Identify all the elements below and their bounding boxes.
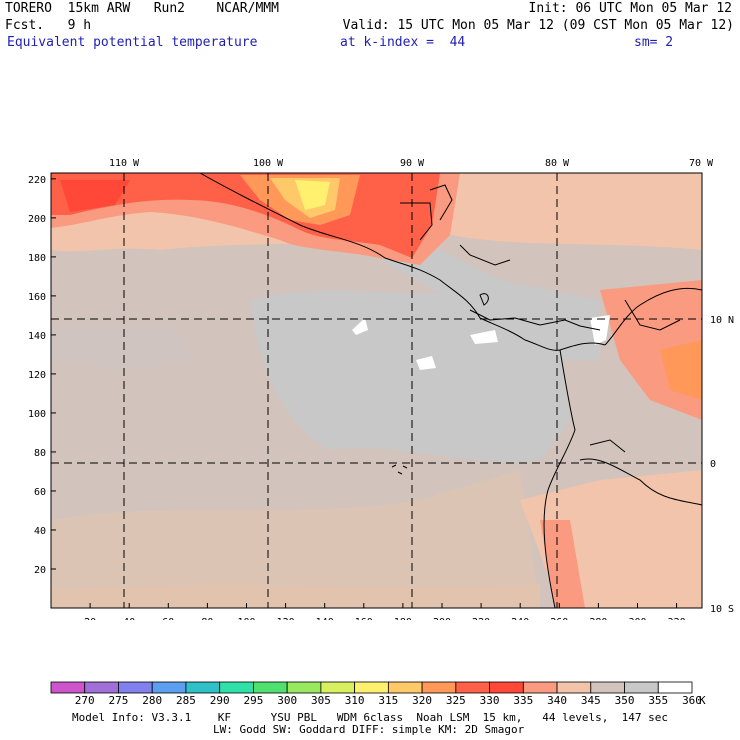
y-tick-label: 140 [28, 331, 46, 342]
colorbar-swatch [286, 681, 322, 694]
colorbar: 270 275 280 285 290 295 300 305 310 315 320 325 330 3… [50, 681, 706, 707]
colorbar-label: 340 [547, 694, 567, 707]
field-name: Equivalent potential temperature [7, 35, 258, 50]
colorbar-label: 310 [345, 694, 365, 707]
colorbar-swatch [219, 681, 254, 694]
field-shading [51, 173, 702, 608]
model-title: TORERO 15km ARW Run2 NCAR/MMM [5, 1, 279, 16]
y-tick-label: 60 [34, 487, 46, 498]
colorbar-label: 325 [446, 694, 466, 707]
colorbar-label: 330 [480, 694, 500, 707]
lon-label: 70 W [689, 158, 714, 169]
level-index: at k-index = 44 [340, 35, 466, 50]
lon-label: 80 W [545, 158, 570, 169]
x-grid-ticks: 20 40 60 80 100 120 140 160 180 200 220 240 260 280 30… [84, 603, 686, 620]
colorbar-unit: K [699, 694, 706, 707]
colorbar-swatch [320, 681, 356, 694]
colorbar-label: 355 [648, 694, 668, 707]
physics-info: LW: Godd SW: Goddard DIFF: simple KM: 2D… [213, 723, 525, 736]
lon-labels: 110 W 100 W 90 W 80 W 70 W [109, 158, 714, 169]
colorbar-swatch [151, 681, 187, 694]
forecast-hour: Fcst. 9 h [5, 18, 92, 33]
x-tick-label: 20 [84, 617, 96, 620]
y-tick-label: 20 [34, 565, 46, 576]
colorbar-label: 280 [142, 694, 162, 707]
colorbar-swatch [522, 681, 558, 694]
colorbar-swatch [253, 681, 288, 694]
colorbar-swatch [354, 681, 389, 694]
y-tick-label: 80 [34, 448, 46, 459]
plot-frame [50, 172, 703, 609]
model-info: Model Info: V3.3.1 KF YSU PBL WDM 6class… [72, 711, 669, 724]
colorbar-label: 320 [412, 694, 432, 707]
valid-time: Valid: 15 UTC Mon 05 Mar 12 (09 CST Mon … [342, 18, 734, 33]
colorbar-swatch [590, 681, 625, 694]
colorbar-label: 290 [210, 694, 230, 707]
x-tick-label: 40 [123, 617, 135, 620]
lon-label: 90 W [400, 158, 425, 169]
y-grid-ticks: 20 40 60 80 100 120 140 160 180 200 220 [28, 175, 56, 576]
colorbar-swatch [489, 681, 524, 694]
y-tick-label: 160 [28, 292, 46, 303]
x-tick-label: 240 [511, 617, 529, 620]
lat-labels: 10 N 0 10 S [710, 315, 734, 615]
x-tick-label: 80 [201, 617, 213, 620]
colorbar-swatch [421, 681, 457, 694]
y-tick-label: 100 [28, 409, 46, 420]
colorbar-label: 335 [513, 694, 533, 707]
y-tick-label: 40 [34, 526, 46, 537]
x-tick-label: 120 [277, 617, 295, 620]
x-tick-label: 60 [162, 617, 174, 620]
x-tick-label: 260 [550, 617, 568, 620]
colorbar-swatch [50, 681, 86, 694]
colorbar-swatch [118, 681, 153, 694]
colorbar-label: 295 [243, 694, 263, 707]
colorbar-label: 360 [682, 694, 702, 707]
colorbar-labels: 270 275 280 285 290 295 300 305 310 315 320 325 330 3… [75, 694, 702, 707]
colorbar-swatch [84, 681, 119, 694]
smoothing: sm= 2 [634, 35, 674, 50]
y-tick-label: 180 [28, 253, 46, 264]
lat-label: 10 N [710, 315, 734, 326]
colorbar-swatch [185, 681, 221, 694]
x-tick-label: 300 [628, 617, 646, 620]
colorbar-swatch [556, 681, 592, 694]
colorbar-label: 345 [581, 694, 601, 707]
lon-label: 100 W [253, 158, 284, 169]
init-time: Init: 06 UTC Mon 05 Mar 12 [528, 1, 733, 16]
colorbar-label: 315 [378, 694, 398, 707]
x-tick-label: 140 [316, 617, 334, 620]
x-tick-label: 100 [237, 617, 255, 620]
lon-label: 110 W [109, 158, 140, 169]
colorbar-label: 300 [277, 694, 297, 707]
x-tick-label: 320 [668, 617, 686, 620]
x-tick-label: 180 [394, 617, 412, 620]
y-tick-label: 200 [28, 214, 46, 225]
y-tick-label: 220 [28, 175, 46, 186]
graticule [51, 173, 702, 608]
lat-label: 10 S [710, 604, 734, 615]
colorbar-swatch [387, 681, 423, 694]
y-tick-label: 120 [28, 370, 46, 381]
x-tick-label: 160 [355, 617, 373, 620]
colorbar-swatch [657, 681, 693, 694]
x-tick-label: 220 [472, 617, 490, 620]
lat-label: 0 [710, 459, 716, 470]
x-tick-label: 200 [433, 617, 451, 620]
theta-e-map: 110 W 100 W 90 W 80 W 70 W 10 N 0 10 S 2… [28, 158, 734, 620]
colorbar-swatch [624, 681, 659, 694]
colorbar-label: 285 [176, 694, 196, 707]
colorbar-swatches [50, 681, 693, 694]
x-tick-label: 280 [589, 617, 607, 620]
colorbar-label: 305 [311, 694, 331, 707]
colorbar-label: 270 [75, 694, 95, 707]
colorbar-label: 275 [109, 694, 129, 707]
colorbar-label: 350 [615, 694, 635, 707]
colorbar-swatch [455, 681, 490, 694]
